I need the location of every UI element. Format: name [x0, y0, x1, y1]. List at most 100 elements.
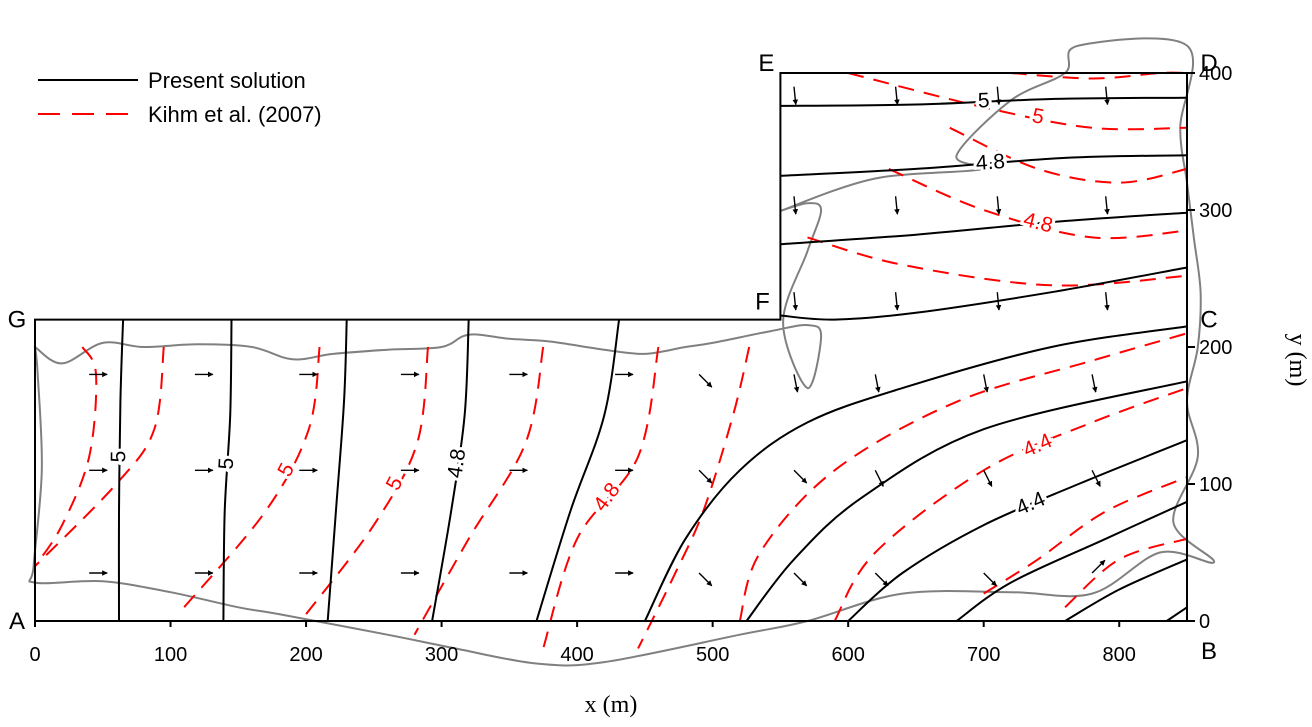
present-contour-13	[780, 154, 1188, 177]
kihm-contour-9	[983, 476, 1188, 595]
corner-label-f: F	[755, 289, 770, 316]
present-contour-5	[644, 325, 1188, 622]
present-contour-2	[326, 319, 348, 622]
x-tick-label-0: 0	[29, 644, 40, 666]
velocity-vector-38	[894, 196, 900, 215]
velocity-vector-10	[1091, 374, 1098, 393]
present-contour-1	[222, 319, 233, 622]
velocity-vector-9	[983, 374, 989, 393]
x-tick-label-2: 200	[289, 644, 322, 666]
present-contour-label-1: 5	[215, 457, 239, 470]
kihm-contour-2	[183, 346, 321, 608]
velocity-vector-28	[698, 572, 713, 587]
corner-label-e: E	[758, 50, 774, 77]
present-contour-4	[535, 319, 621, 622]
present-contour-label-14: 5	[977, 89, 990, 112]
present-contour-label-7: 4.4	[1013, 487, 1049, 520]
present-contour-6	[745, 380, 1188, 622]
x-tick-label-6: 600	[831, 644, 864, 666]
y-tick-label-3: 300	[1199, 200, 1232, 222]
present-contour-8	[956, 500, 1188, 622]
present-contour-10	[1166, 606, 1188, 622]
velocity-vector-36	[1104, 292, 1110, 311]
corner-label-a: A	[9, 608, 25, 635]
outline-layer	[28, 37, 1216, 667]
kihm-contour-5	[542, 346, 660, 649]
kihm-contour-1	[34, 346, 165, 567]
velocity-vector-44	[1104, 86, 1110, 106]
kihm-contour-13	[949, 126, 1188, 184]
present-contour-label-0: 5	[107, 451, 130, 463]
y-tick-label-4: 400	[1199, 63, 1232, 85]
kihm-contour-3	[305, 346, 429, 615]
outline-region	[28, 37, 1216, 667]
kihm-contour-label-8: 4.4	[1020, 429, 1056, 462]
kihm-contour-7	[738, 332, 1188, 622]
velocity-vector-20	[983, 469, 993, 487]
velocity-vector-7	[793, 374, 800, 393]
velocity-vector-33	[792, 292, 799, 311]
present-contour-12	[780, 211, 1188, 246]
corner-label-c: C	[1200, 307, 1217, 334]
velocity-vectors	[89, 86, 1110, 587]
present-contour-0	[117, 319, 125, 622]
kihm-contours	[34, 71, 1188, 649]
present-contour-label-13: 4.8	[975, 150, 1006, 175]
axes: 0 100 200 300 400 500 600 700 800 0 100 200 300 400 A B…	[8, 50, 1233, 666]
present-contour-7	[847, 439, 1188, 622]
velocity-vector-40	[1104, 196, 1110, 215]
velocity-vector-39	[995, 196, 1002, 215]
velocity-vector-29	[793, 572, 808, 587]
velocity-vector-34	[894, 292, 900, 311]
velocity-vector-18	[793, 469, 808, 484]
velocity-vector-35	[995, 292, 1002, 311]
velocity-vector-30	[874, 572, 889, 587]
kihm-contour-6	[637, 346, 751, 649]
domain-boundary-line	[34, 72, 1188, 622]
x-tick-label-7: 700	[967, 644, 1000, 666]
kihm-contour-4	[413, 346, 545, 636]
corner-label-b: B	[1201, 638, 1217, 665]
legend-label-present: Present solution	[148, 68, 306, 93]
velocity-vector-31	[983, 572, 997, 587]
kihm-contour-11	[807, 236, 1188, 287]
velocity-vector-42	[894, 86, 900, 106]
present-contour-11	[780, 266, 1188, 321]
y-tick-label-0: 0	[1199, 611, 1210, 633]
velocity-vector-6	[698, 373, 713, 388]
x-tick-label-4: 400	[560, 644, 593, 666]
present-contour-label-3: 4.8	[443, 447, 470, 479]
y-tick-label-2: 200	[1199, 337, 1232, 359]
velocity-vector-17	[698, 469, 713, 484]
kihm-contour-label-12: 4.8	[1021, 208, 1055, 237]
velocity-vector-32	[1091, 559, 1106, 574]
x-tick-label-1: 100	[154, 644, 187, 666]
velocity-vector-37	[792, 196, 799, 215]
kihm-contour-14	[847, 72, 1188, 131]
kihm-contour-label-14: 5	[1030, 104, 1046, 129]
velocity-vector-19	[874, 469, 884, 487]
x-tick-label-8: 800	[1103, 644, 1136, 666]
present-contour-9	[1064, 558, 1188, 622]
present-contours	[117, 96, 1188, 622]
velocity-vector-43	[995, 86, 1002, 106]
velocity-vector-21	[1091, 469, 1101, 487]
kihm-contour-0	[34, 346, 98, 567]
corner-label-g: G	[8, 307, 27, 334]
domain-boundary	[34, 72, 1188, 622]
velocity-vector-41	[792, 86, 799, 106]
y-tick-label-1: 100	[1199, 474, 1232, 496]
x-tick-label-3: 300	[425, 644, 458, 666]
legend: Present solution Kihm et al. (2007)	[38, 68, 322, 127]
present-contour-3	[431, 319, 470, 622]
corner-label-d: D	[1200, 50, 1217, 77]
x-axis-label: x (m)	[585, 692, 638, 718]
velocity-vector-8	[874, 374, 881, 393]
x-tick-label-5: 500	[696, 644, 729, 666]
legend-label-kihm: Kihm et al. (2007)	[148, 102, 322, 127]
present-contour-14	[780, 96, 1188, 107]
y-axis-label: y (m)	[1284, 334, 1310, 387]
kihm-contour-12	[888, 167, 1188, 240]
